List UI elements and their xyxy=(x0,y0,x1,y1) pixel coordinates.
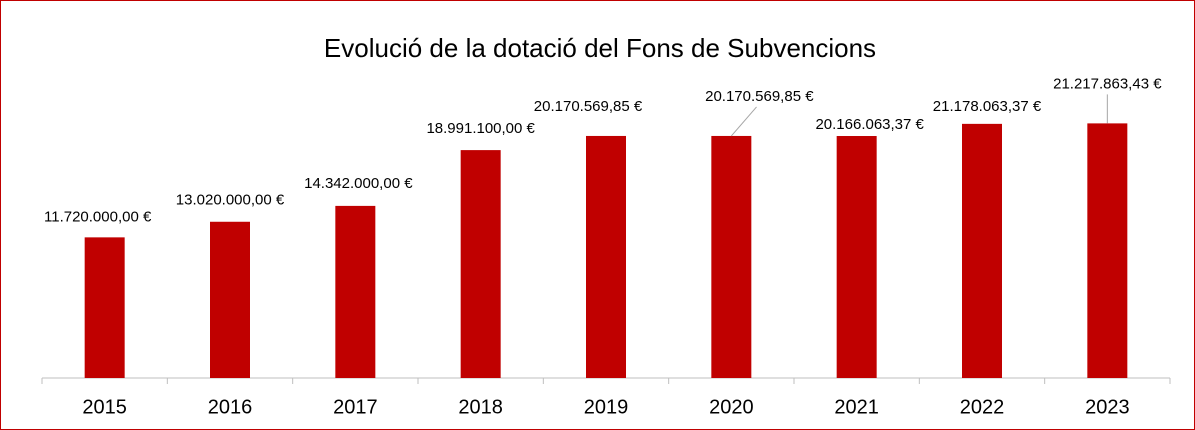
x-tick-label: 2016 xyxy=(208,396,253,418)
data-label: 20.170.569,85 € xyxy=(705,88,814,105)
bar xyxy=(460,150,501,378)
data-label: 18.991.100,00 € xyxy=(426,120,535,137)
x-tick-label: 2017 xyxy=(333,396,378,418)
x-tick-label: 2018 xyxy=(458,396,503,418)
chart-title: Evolució de la dotació del Fons de Subve… xyxy=(324,33,876,63)
data-label: 21.217.863,43 € xyxy=(1053,75,1162,92)
x-tick-label: 2019 xyxy=(584,396,629,418)
bar xyxy=(84,237,125,378)
x-tick-label: 2015 xyxy=(82,396,127,418)
data-label: 11.720.000,00 € xyxy=(44,208,152,225)
bar xyxy=(1087,123,1128,378)
x-tick-label: 2020 xyxy=(709,396,754,418)
x-tick-label: 2021 xyxy=(834,396,879,418)
bar xyxy=(335,205,376,378)
leader-line xyxy=(730,106,757,137)
data-label: 20.166.063,37 € xyxy=(815,116,924,133)
x-tick-label: 2023 xyxy=(1085,396,1130,418)
data-label: 21.178.063,37 € xyxy=(933,98,1042,115)
data-label: 13.020.000,00 € xyxy=(176,192,285,209)
bar xyxy=(962,123,1002,378)
bar xyxy=(711,135,752,378)
bar xyxy=(586,135,626,378)
x-tick-label: 2022 xyxy=(960,396,1005,418)
bar xyxy=(836,136,877,378)
data-label: 20.170.569,85 € xyxy=(534,98,643,115)
bar xyxy=(210,221,250,378)
data-label: 14.342.000,00 € xyxy=(304,175,413,192)
